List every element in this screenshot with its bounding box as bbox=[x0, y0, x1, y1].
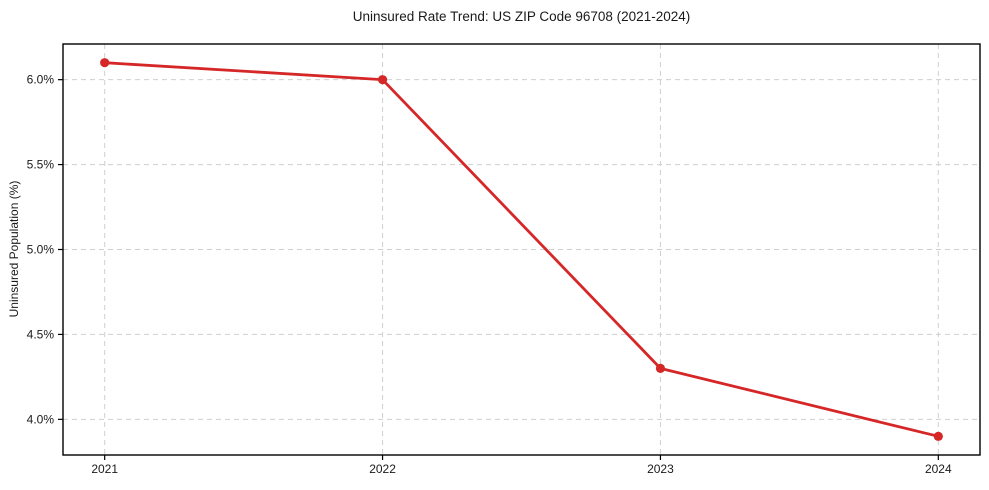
data-point-marker bbox=[377, 75, 388, 85]
y-tick-label: 5.5% bbox=[27, 158, 55, 172]
x-tick-label: 2024 bbox=[925, 462, 952, 476]
axes-group bbox=[58, 43, 981, 460]
x-tick-label: 2023 bbox=[647, 462, 674, 476]
y-tick-label: 4.5% bbox=[27, 327, 55, 341]
x-tick-label: 2022 bbox=[369, 462, 396, 476]
series-group bbox=[100, 58, 943, 441]
tick-labels-group: 2021 2022 2023 2024 4.0% 4.5% 5.0% 5.5% 6.0% bbox=[27, 73, 952, 476]
data-point-marker bbox=[655, 363, 666, 373]
data-point-marker bbox=[100, 58, 110, 68]
gridlines-group bbox=[63, 44, 980, 455]
trend-line bbox=[103, 61, 940, 438]
y-tick-label: 4.0% bbox=[27, 412, 55, 426]
y-tick-label: 6.0% bbox=[27, 73, 55, 87]
data-point-marker bbox=[933, 431, 943, 441]
chart-title: Uninsured Rate Trend: US ZIP Code 96708 … bbox=[352, 9, 691, 24]
x-tick-label: 2021 bbox=[91, 462, 118, 476]
y-tick-label: 5.0% bbox=[27, 243, 55, 257]
